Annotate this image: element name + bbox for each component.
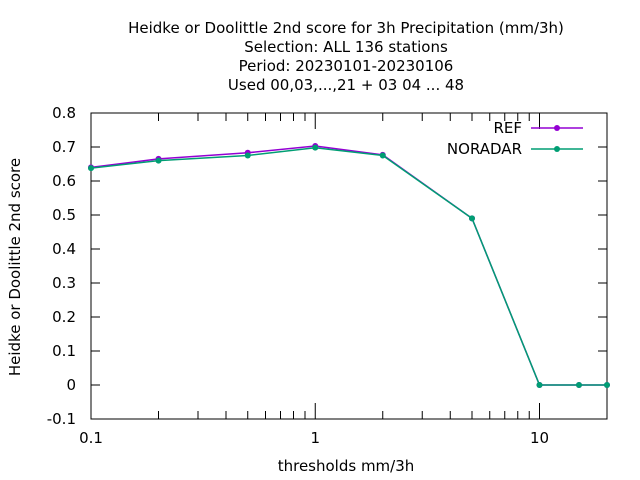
chart-title: Heidke or Doolittle 2nd score for 3h Pre… xyxy=(128,19,564,94)
x-tick-label: 10 xyxy=(530,429,549,447)
axes: -0.1 0 0.1 0.2 0.3 0.4 0.5 0.6 0.7 0.8 0.1 1 10 xyxy=(47,104,608,447)
legend-label: REF xyxy=(493,119,522,137)
title-line-2: Selection: ALL 136 stations xyxy=(244,38,448,56)
legend-swatch-marker xyxy=(554,125,560,131)
series-line xyxy=(90,145,607,386)
data-point xyxy=(88,165,94,172)
series-layer xyxy=(88,142,610,388)
data-point xyxy=(312,144,319,151)
data-point xyxy=(468,215,475,222)
y-tick-label: 0.3 xyxy=(52,274,76,292)
y-tick-label: 0.6 xyxy=(52,172,76,190)
series-line xyxy=(90,146,607,386)
series-ref xyxy=(88,142,610,388)
y-tick-label: 0.8 xyxy=(52,104,76,122)
y-tick-label: 0.1 xyxy=(52,342,76,360)
data-point xyxy=(244,152,251,159)
legend-label: NORADAR xyxy=(447,140,522,158)
y-tick-label: 0 xyxy=(66,376,76,394)
data-point xyxy=(536,382,543,388)
y-tick-label: 0.7 xyxy=(52,138,76,156)
y-tick-label: 0.2 xyxy=(52,308,76,326)
title-line-1: Heidke or Doolittle 2nd score for 3h Pre… xyxy=(128,19,564,37)
y-tick-label: 0.4 xyxy=(52,240,76,258)
legend-item-ref: REF xyxy=(493,119,583,137)
series-noradar xyxy=(88,144,610,388)
legend-swatch-marker xyxy=(554,146,560,152)
data-point xyxy=(379,152,386,159)
title-line-3: Period: 20230101-20230106 xyxy=(239,57,454,75)
data-point xyxy=(575,382,582,388)
legend-item-noradar: NORADAR xyxy=(447,140,583,158)
plot-border xyxy=(90,112,608,420)
y-tick-label: -0.1 xyxy=(47,410,76,428)
x-tick-label: 0.1 xyxy=(79,429,103,447)
x-axis-label: thresholds mm/3h xyxy=(278,457,415,475)
title-line-4: Used 00,03,...,21 + 03 04 ... 48 xyxy=(228,76,464,94)
legend: REF NORADAR xyxy=(447,119,583,158)
data-point xyxy=(155,157,162,164)
y-tick-label: 0.5 xyxy=(52,206,76,224)
x-tick-label: 1 xyxy=(310,429,320,447)
y-axis-label: Heidke or Doolittle 2nd score xyxy=(6,158,24,376)
data-point xyxy=(604,382,610,388)
